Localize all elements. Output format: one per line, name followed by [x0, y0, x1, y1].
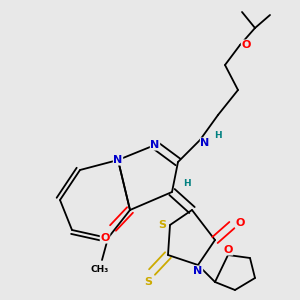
Text: CH₃: CH₃: [91, 266, 109, 274]
Text: H: H: [183, 179, 191, 188]
Text: N: N: [113, 155, 123, 165]
Text: H: H: [214, 131, 222, 140]
Text: O: O: [223, 245, 233, 255]
Text: S: S: [144, 277, 152, 287]
Text: N: N: [194, 266, 202, 276]
Text: O: O: [100, 233, 110, 243]
Text: N: N: [200, 138, 210, 148]
Text: S: S: [158, 220, 166, 230]
Text: O: O: [235, 218, 245, 228]
Text: O: O: [241, 40, 251, 50]
Text: N: N: [150, 140, 160, 150]
